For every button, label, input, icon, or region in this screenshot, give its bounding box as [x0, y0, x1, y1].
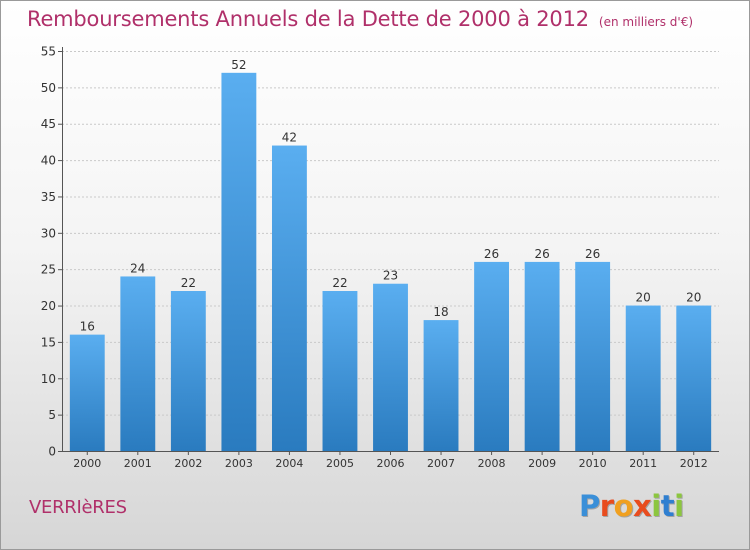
x-tick-label: 2008: [478, 457, 506, 470]
logo-letter: x: [633, 489, 652, 523]
data-label: 18: [433, 305, 448, 319]
y-tick-label: 35: [41, 190, 56, 204]
x-tick-label: 2010: [579, 457, 607, 470]
x-axis: 2000 2001 2002 2003 2004 2005 2006 2007 2008 2009…: [62, 451, 719, 470]
data-label: 22: [181, 276, 196, 290]
logo-letter: i: [651, 489, 661, 523]
y-tick-label: 40: [41, 154, 56, 168]
logo-letter: o: [613, 489, 634, 523]
commune-name: VERRIèRES: [29, 497, 127, 518]
y-tick-label: 0: [48, 445, 56, 459]
bar: [271, 145, 307, 451]
x-tick-label: 2006: [377, 457, 405, 470]
data-label: 20: [636, 291, 651, 305]
data-label: 23: [383, 269, 398, 283]
bar: [524, 261, 560, 451]
logo-letter: r: [599, 489, 614, 523]
bar: [322, 291, 358, 451]
data-label: 52: [231, 58, 246, 72]
x-tick-label: 2009: [528, 457, 556, 470]
x-tick-label: 2012: [680, 457, 708, 470]
bar: [170, 291, 206, 451]
y-tick-label: 5: [48, 408, 56, 422]
y-tick-label: 55: [41, 45, 56, 59]
logo-letter: P: [579, 489, 600, 523]
y-tick-label: 30: [41, 226, 56, 240]
y-axis: 0 5 10 15 20 25 30 35 40 45 50 55: [41, 45, 63, 459]
bar: [676, 305, 712, 451]
bar: [373, 283, 408, 451]
y-tick-label: 50: [41, 81, 56, 95]
x-tick-label: 2007: [427, 457, 455, 470]
x-tick-label: 2003: [225, 457, 253, 470]
bar: [120, 276, 156, 451]
bar: [221, 72, 257, 452]
bar: [625, 305, 661, 451]
proxiti-logo: Proxiti: [579, 489, 684, 523]
bars: 16 24 22 52 42 22 23 18 26 26 26 20 20: [69, 58, 712, 452]
data-label: 26: [484, 247, 499, 261]
y-tick-label: 25: [41, 263, 56, 277]
data-label: 22: [332, 276, 347, 290]
x-tick-label: 2000: [73, 457, 101, 470]
x-tick-label: 2005: [326, 457, 354, 470]
x-tick-label: 2011: [629, 457, 657, 470]
y-tick-label: 15: [41, 335, 56, 349]
data-label: 42: [282, 131, 297, 145]
data-label: 24: [130, 261, 145, 275]
y-tick-label: 10: [41, 372, 56, 386]
bar: [575, 261, 611, 451]
unit-note: (en milliers d'€): [598, 15, 694, 29]
chart-title: Remboursements Annuels de la Dette de 20…: [27, 7, 693, 31]
x-tick-label: 2002: [174, 457, 202, 470]
bar: [69, 334, 105, 451]
title-text: Remboursements Annuels de la Dette de 20…: [27, 7, 589, 31]
y-tick-label: 45: [41, 117, 56, 131]
data-label: 26: [534, 247, 549, 261]
data-label: 20: [686, 291, 701, 305]
data-label: 16: [80, 320, 95, 334]
data-label: 26: [585, 247, 600, 261]
bar: [423, 320, 459, 451]
logo-letter: t: [660, 489, 675, 523]
logo-letter: i: [674, 489, 684, 523]
x-tick-label: 2004: [275, 457, 303, 470]
y-tick-label: 20: [41, 299, 56, 313]
x-tick-label: 2001: [124, 457, 152, 470]
bar: [474, 261, 510, 451]
